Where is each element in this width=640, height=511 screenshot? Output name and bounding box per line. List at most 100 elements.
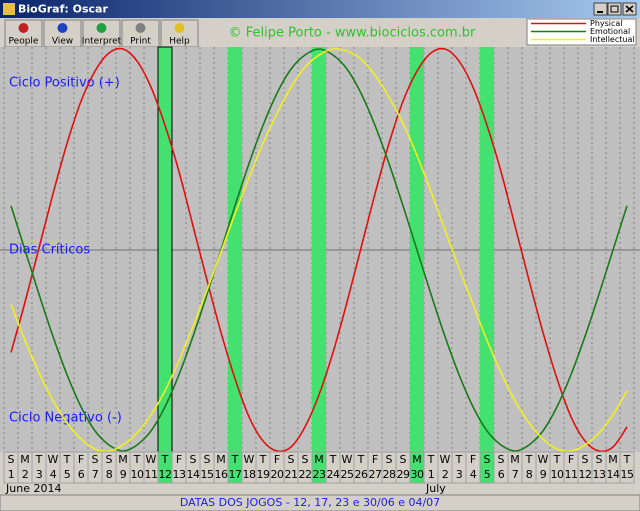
x-tick-label: 17 [229, 468, 242, 481]
weekday-label: S [8, 453, 15, 466]
title-bar [0, 0, 640, 18]
button-icon [96, 23, 107, 33]
window-title: BioGraf: Oscar [18, 3, 108, 16]
weekday-label: S [302, 453, 309, 466]
weekday-label: W [244, 453, 255, 466]
weekday-label: T [161, 453, 169, 466]
x-tick-label: 7 [512, 468, 519, 481]
month-label: June 2014 [5, 482, 61, 495]
weekday-label: T [525, 453, 533, 466]
x-tick-label: 5 [64, 468, 71, 481]
window-controls [593, 2, 637, 16]
x-tick-label: 23 [313, 468, 326, 481]
x-tick-label: 14 [187, 468, 200, 481]
x-tick-label: 22 [299, 468, 312, 481]
legend-label: Physical [590, 19, 623, 28]
critical-day-bar [228, 47, 242, 452]
x-tick-label: 12 [159, 468, 172, 481]
x-tick-label: 26 [355, 468, 368, 481]
status-bar [0, 494, 640, 511]
x-tick-label: 15 [621, 468, 634, 481]
x-tick-label: 6 [78, 468, 85, 481]
weekday-label: S [400, 453, 407, 466]
weekday-label: M [216, 453, 226, 466]
x-tick-label: 10 [131, 468, 144, 481]
button-label: Help [169, 37, 190, 47]
weekday-label: T [623, 453, 631, 466]
x-tick-label: 27 [369, 468, 382, 481]
x-tick-label: 10 [551, 468, 564, 481]
x-tick-label: 18 [243, 468, 256, 481]
button-icon [135, 23, 146, 33]
weekday-label: M [608, 453, 618, 466]
weekday-label: F [274, 453, 280, 466]
critical-day-bar [312, 47, 326, 452]
caption: DATAS DOS JOGOS - 12, 17, 23 e 30/06 e 0… [180, 496, 440, 509]
plot-area: Ciclo Positivo (+) Dias Críticos Ciclo Neg… [0, 46, 640, 453]
weekday-label: F [372, 453, 378, 466]
x-tick-label: 4 [50, 468, 57, 481]
legend-label: Intellectual [590, 35, 635, 44]
weekday-label: S [582, 453, 589, 466]
x-tick-label: 12 [579, 468, 592, 481]
cycle-line [10, 47, 628, 453]
weekday-label: M [510, 453, 520, 466]
x-tick-label: 11 [145, 468, 158, 481]
x-tick-label: 1 [8, 468, 15, 481]
x-tick-label: 20 [271, 468, 284, 481]
x-tick-label: 3 [456, 468, 463, 481]
weekday-label: T [357, 453, 365, 466]
weekday-label: T [553, 453, 561, 466]
weekday-label: W [146, 453, 157, 466]
x-tick-label: 2 [442, 468, 449, 481]
maximize-button[interactable] [607, 2, 622, 16]
cycle-label: Ciclo Negativo (-) [9, 411, 122, 426]
critical-day-bar [480, 47, 494, 452]
app-icon [3, 3, 15, 15]
button-label: Print [130, 37, 151, 47]
weekday-label: T [133, 453, 141, 466]
x-tick-label: 25 [341, 468, 354, 481]
cycle-line [10, 48, 628, 452]
x-tick-label: 30 [411, 468, 424, 481]
minimize-button[interactable] [593, 2, 608, 16]
weekday-label: S [92, 453, 99, 466]
weekday-label: M [412, 453, 422, 466]
button-label: People [9, 37, 39, 47]
x-tick-label: 6 [498, 468, 505, 481]
x-tick-label: 13 [173, 468, 186, 481]
weekday-label: W [342, 453, 353, 466]
weekday-label: S [386, 453, 393, 466]
weekday-label: M [314, 453, 324, 466]
weekday-label: T [63, 453, 71, 466]
weekday-label: S [596, 453, 603, 466]
button-label: View [52, 37, 73, 47]
weekday-label: W [440, 453, 451, 466]
weekday-label: S [484, 453, 491, 466]
x-tick-label: 2 [22, 468, 29, 481]
weekday-label: W [538, 453, 549, 466]
weekday-label: S [288, 453, 295, 466]
weekday-label: S [204, 453, 211, 466]
weekday-label: F [470, 453, 476, 466]
x-tick-label: 24 [327, 468, 340, 481]
weekday-label: W [48, 453, 59, 466]
x-tick-label: 3 [36, 468, 43, 481]
weekday-label: T [259, 453, 267, 466]
x-tick-label: 9 [540, 468, 547, 481]
cycle-label: Dias Críticos [9, 243, 90, 258]
button-icon [18, 23, 29, 33]
x-tick-label: 11 [565, 468, 578, 481]
weekday-label: T [455, 453, 463, 466]
x-tick-label: 8 [106, 468, 113, 481]
weekday-label: T [329, 453, 337, 466]
x-tick-label: 8 [526, 468, 533, 481]
weekday-label: M [20, 453, 30, 466]
toolbar: People View Interpret Print Help [4, 19, 199, 48]
legend-label: Emotional [590, 27, 630, 36]
x-tick-label: 29 [397, 468, 410, 481]
x-tick-label: 21 [285, 468, 298, 481]
cycle-label: Ciclo Positivo (+) [9, 76, 120, 91]
x-tick-label: 9 [120, 468, 127, 481]
